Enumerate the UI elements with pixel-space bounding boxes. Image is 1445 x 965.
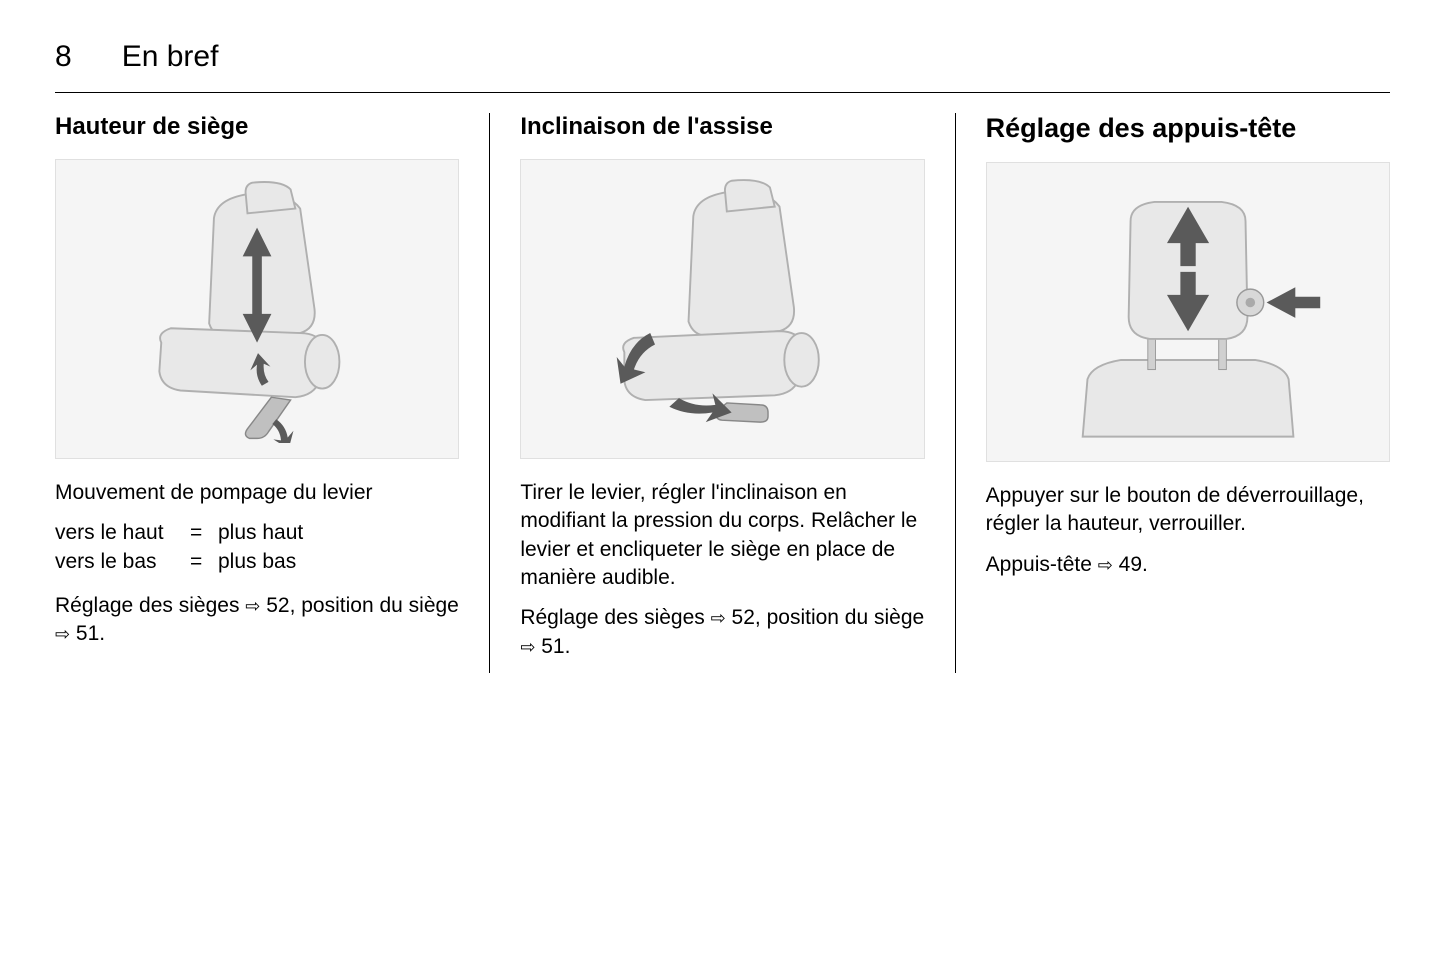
ref-text: 52, position du siège [260, 594, 458, 617]
ref-text: 52, position du siège [726, 606, 924, 629]
section-title: Inclinaison de l'assise [520, 113, 924, 141]
headrest-icon [1007, 178, 1369, 446]
ref-text: 51. [535, 635, 570, 658]
cross-reference: Réglage des sièges ⇨ 52, position du siè… [520, 604, 924, 661]
seat-tilt-illustration [520, 159, 924, 459]
section-title: Réglage des appuis-tête [986, 113, 1390, 144]
column-seat-tilt: Inclinaison de l'assise [490, 113, 955, 673]
lever-instruction: Mouvement de pompage du levier [55, 479, 459, 507]
reference-icon: ⇨ [1098, 553, 1113, 577]
seat-tilt-icon [541, 175, 903, 443]
equals-sign: = [190, 519, 208, 547]
reference-icon: ⇨ [245, 594, 260, 618]
direction-key: vers le haut [55, 519, 180, 547]
cross-reference: Réglage des sièges ⇨ 52, position du siè… [55, 592, 459, 649]
headrest-illustration [986, 162, 1390, 462]
ref-text: Réglage des sièges [55, 594, 245, 617]
direction-value: plus bas [218, 548, 296, 576]
reference-icon: ⇨ [711, 606, 726, 630]
chapter-title: En bref [122, 40, 219, 74]
reference-icon: ⇨ [55, 622, 70, 646]
ref-text: 49. [1113, 553, 1148, 576]
equals-sign: = [190, 548, 208, 576]
manual-page: 8 En bref Hauteur de siège [0, 0, 1445, 713]
section-title: Hauteur de siège [55, 113, 459, 141]
page-number: 8 [55, 40, 72, 74]
table-row: vers le haut = plus haut [55, 519, 459, 547]
ref-text: Appuis-tête [986, 553, 1098, 576]
seat-height-illustration [55, 159, 459, 459]
headrest-instruction: Appuyer sur le bouton de déverrouillage,… [986, 482, 1390, 539]
tilt-instruction: Tirer le levier, régler l'inclinaison en… [520, 479, 924, 592]
cross-reference: Appuis-tête ⇨ 49. [986, 551, 1390, 579]
direction-table: vers le haut = plus haut vers le bas = p… [55, 519, 459, 576]
column-seat-height: Hauteur de siège [55, 113, 490, 673]
page-header: 8 En bref [55, 40, 1390, 93]
reference-icon: ⇨ [520, 635, 535, 659]
ref-text: Réglage des sièges [520, 606, 710, 629]
table-row: vers le bas = plus bas [55, 548, 459, 576]
ref-text: 51. [70, 622, 105, 645]
column-headrest: Réglage des appuis-tête [956, 113, 1390, 673]
direction-value: plus haut [218, 519, 303, 547]
direction-key: vers le bas [55, 548, 180, 576]
seat-height-icon [76, 175, 438, 443]
columns-container: Hauteur de siège [55, 113, 1390, 673]
